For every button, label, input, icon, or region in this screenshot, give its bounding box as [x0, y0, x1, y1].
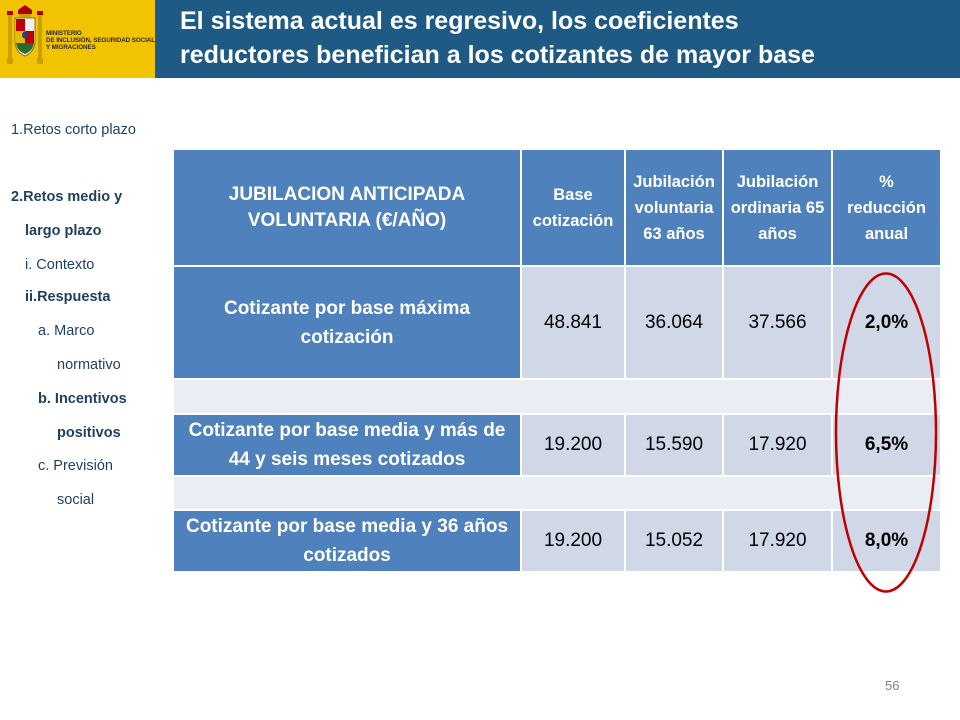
ministry-logo: MINISTERIO DE INCLUSIÓN, SEGURIDAD SOCIA…	[0, 0, 155, 78]
header-base-cotizacion: Base cotización	[520, 148, 626, 267]
sidebar-item-contexto[interactable]: i. Contexto	[25, 257, 95, 273]
table-spacer-row	[172, 378, 942, 415]
header-label: Jubilación voluntaria 63 años	[633, 172, 715, 243]
table-row: Cotizante por base máxima cotización 48.…	[172, 265, 942, 380]
cell-ordinaria: 37.566	[722, 265, 833, 380]
ministry-line: DE INCLUSIÓN, SEGURIDAD SOCIAL	[46, 37, 155, 44]
cell-ordinaria: 17.920	[722, 413, 833, 477]
spacer-cell	[172, 378, 942, 415]
cell-base: 19.200	[520, 509, 626, 573]
cell-reduccion: 8,0%	[831, 509, 942, 573]
slide-title-line: El sistema actual es regresivo, los coef…	[180, 7, 739, 35]
sidebar-item-marco-normativo[interactable]: a. Marco	[38, 323, 95, 339]
header-label: Base cotización	[532, 185, 614, 230]
coat-of-arms-icon	[7, 5, 43, 64]
sidebar-item-respuesta[interactable]: ii.Respuesta	[25, 289, 111, 305]
table-row: Cotizante por base media y más de 44 y s…	[172, 413, 942, 477]
row-label: Cotizante por base media y 36 años cotiz…	[172, 509, 522, 573]
cell-ordinaria: 17.920	[722, 509, 833, 573]
header-jubilacion-anticipada: JUBILACION ANTICIPADA VOLUNTARIA (€/AÑO)	[172, 148, 522, 267]
cell-reduccion: 6,5%	[831, 413, 942, 477]
sidebar-item-incentivos-positivos[interactable]: b. Incentivos	[38, 391, 127, 407]
ministry-line: Y MIGRACIONES	[46, 44, 96, 51]
cell-voluntaria: 36.064	[624, 265, 724, 380]
row-label: Cotizante por base media y más de 44 y s…	[172, 413, 522, 477]
table-header-row: JUBILACION ANTICIPADA VOLUNTARIA (€/AÑO)…	[172, 148, 942, 267]
ministry-line: MINISTERIO	[46, 30, 82, 37]
cell-voluntaria: 15.052	[624, 509, 724, 573]
spacer-cell	[172, 475, 942, 511]
slide-title-line: reductores benefician a los cotizantes d…	[180, 41, 815, 69]
table-spacer-row	[172, 475, 942, 511]
sidebar-item-retos-medio-largo-plazo-cont[interactable]: largo plazo	[25, 223, 102, 239]
header-reduccion-anual: % reducción anual	[831, 148, 942, 267]
header-label: Jubilación ordinaria 65 años	[730, 172, 825, 243]
cell-base: 19.200	[520, 413, 626, 477]
header-label: JUBILACION ANTICIPADA VOLUNTARIA (€/AÑO)	[228, 183, 466, 231]
retirement-comparison-table: JUBILACION ANTICIPADA VOLUNTARIA (€/AÑO)…	[172, 148, 942, 573]
ministry-name: MINISTERIO DE INCLUSIÓN, SEGURIDAD SOCIA…	[46, 30, 155, 51]
page-number: 56	[885, 678, 900, 693]
sidebar-item-incentivos-positivos-cont[interactable]: positivos	[57, 425, 121, 441]
sidebar-item-marco-normativo-cont[interactable]: normativo	[57, 357, 121, 373]
row-label: Cotizante por base máxima cotización	[172, 265, 522, 380]
cell-reduccion: 2,0%	[831, 265, 942, 380]
sidebar-item-prevision-social-cont[interactable]: social	[57, 492, 95, 508]
sidebar-item-prevision-social[interactable]: c. Previsión	[38, 458, 113, 474]
sidebar-item-retos-corto-plazo[interactable]: 1.Retos corto plazo	[11, 122, 136, 138]
sidebar-item-retos-medio-largo-plazo[interactable]: 2.Retos medio y	[11, 189, 123, 205]
header-jubilacion-ordinaria: Jubilación ordinaria 65 años	[722, 148, 833, 267]
cell-base: 48.841	[520, 265, 626, 380]
header-label: % reducción anual	[847, 172, 926, 243]
slide-title: El sistema actual es regresivo, los coef…	[180, 4, 950, 72]
header-jubilacion-voluntaria: Jubilación voluntaria 63 años	[624, 148, 724, 267]
table-row: Cotizante por base media y 36 años cotiz…	[172, 509, 942, 573]
title-bar: El sistema actual es regresivo, los coef…	[155, 0, 960, 78]
cell-voluntaria: 15.590	[624, 413, 724, 477]
